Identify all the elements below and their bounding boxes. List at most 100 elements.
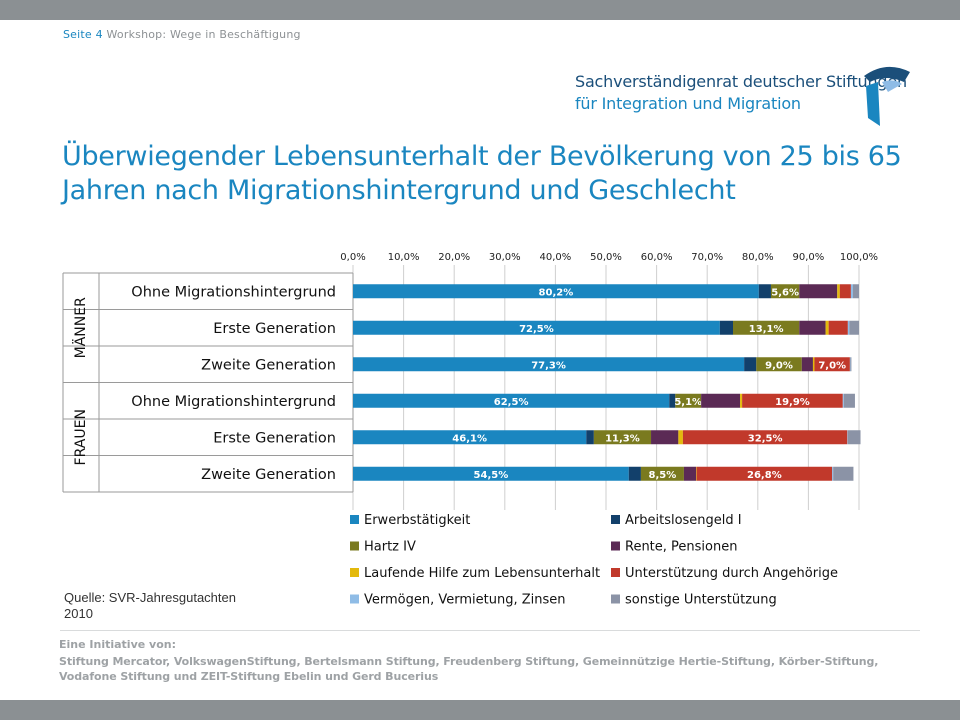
data-label: 54,5% [474,470,509,481]
bar-segment [799,284,838,299]
legend-swatch [350,541,359,551]
bar-segment [669,393,676,408]
bar-segment [353,393,670,408]
bar-segment [801,357,813,372]
bar-segment [733,320,800,335]
footer-heading: Eine Initiative von: [59,638,176,651]
bar-segment [701,393,741,408]
source-line1: Quelle: SVR-Jahresgutachten [64,590,236,605]
bar-segment [740,393,743,408]
bar-segment [799,320,826,335]
data-label: 80,2% [539,287,574,298]
bar-segment [837,284,840,299]
bar-segment [833,466,854,481]
bar-segment [825,320,829,335]
category-label: Erste Generation [213,321,336,337]
bar-segment [353,357,745,372]
data-label: 13,1% [749,324,784,335]
page-info: Seite 4 Workshop: Wege in Beschäftigung [63,28,301,41]
legend-label: Laufende Hilfe zum Lebensunterhalt [364,566,600,581]
legend-label: Erwerbstätigkeit [364,513,470,528]
page-subtitle: Workshop: Wege in Beschäftigung [106,28,301,41]
x-tick-label: 20,0% [438,252,470,263]
legend-swatch [611,541,620,551]
data-label: 9,0% [765,360,793,371]
bar-segment [353,430,587,445]
x-tick-label: 70,0% [691,252,723,263]
bar-segment [696,466,697,481]
category-label: Ohne Migrationshintergrund [131,394,336,410]
data-label: 32,5% [748,433,783,444]
footer-divider [60,630,920,631]
bar-segment [847,320,850,335]
page-number: Seite 4 [63,28,103,41]
bar-segment [678,430,683,445]
bar-segment [628,466,641,481]
data-label: 8,5% [649,470,677,481]
bar-segment [758,284,771,299]
data-label: 7,0% [818,360,846,371]
bar-segment [770,284,800,299]
logo-line1: Sachverständigenrat deutscher Stiftungen [575,72,907,91]
legend-label: Arbeitslosengeld I [625,513,742,528]
data-label: 19,9% [775,397,810,408]
category-label: Ohne Migrationshintergrund [131,284,336,300]
bar-segment [849,320,859,335]
bar-segment [696,466,833,481]
bar-segment [353,320,720,335]
top-bar [0,0,960,20]
legend-swatch [350,515,359,524]
bar-segment [839,284,851,299]
source-line2: 2010 [64,606,93,621]
footer-text: Stiftung Mercator, VolkswagenStiftung, B… [59,655,879,683]
category-label: Zweite Generation [201,357,336,373]
bar-segment [832,466,834,481]
x-tick-label: 60,0% [641,252,673,263]
bar-segment [640,466,684,481]
data-label: 11,3% [605,433,640,444]
bar-segment [353,284,759,299]
stacked-bar-chart: 0,0% 10,0% 20,0% 30,0% 40,0% 50,0% 60,0% 70,0% 8… [62,252,878,608]
bar-segment [812,357,815,372]
legend-swatch [350,594,359,604]
logo: Sachverständigenrat deutscher Stiftungen… [575,72,907,113]
bar-segment [852,284,859,299]
x-tick-label: 10,0% [388,252,420,263]
bar-segment [651,430,679,445]
bar-segment [814,357,850,372]
data-label: 62,5% [494,397,529,408]
bar-segment [683,466,697,481]
x-tick-label: 0,0% [340,252,365,263]
bar-segment [828,320,848,335]
x-tick-label: 50,0% [590,252,622,263]
bar-segment [756,357,802,372]
bar-segment [593,430,652,445]
data-label: 72,5% [519,324,554,335]
bar-segment [682,430,848,445]
logo-mark-icon [864,66,910,126]
legend-swatch [350,568,359,577]
data-label: 5,1% [674,397,702,408]
x-tick-label: 40,0% [540,252,572,263]
bar-segment [586,430,594,445]
bar-segment [842,393,844,408]
legend-label: sonstige Unterstützung [625,593,777,608]
slide-title: Überwiegender Lebensunterhalt der Bevölk… [62,141,902,206]
bar-segment [850,357,852,372]
source-note: Quelle: SVR-Jahresgutachten 2010 [64,590,236,622]
bar-segment [675,393,702,408]
legend-label: Rente, Pensionen [625,540,737,555]
legend-label: Vermögen, Vermietung, Zinsen [364,593,566,608]
x-tick-label: 100,0% [840,252,878,263]
bar-segment [353,466,629,481]
legend-swatch [611,515,620,524]
group-label: MÄNNER [71,297,89,358]
bar-segment [719,320,734,335]
x-tick-label: 90,0% [793,252,825,263]
bar-segment [847,430,861,445]
bar-segment [744,357,757,372]
legend-swatch [611,594,620,604]
bar-segment [843,393,855,408]
logo-line2: für Integration und Migration [575,94,801,113]
bar-segment [847,430,848,445]
